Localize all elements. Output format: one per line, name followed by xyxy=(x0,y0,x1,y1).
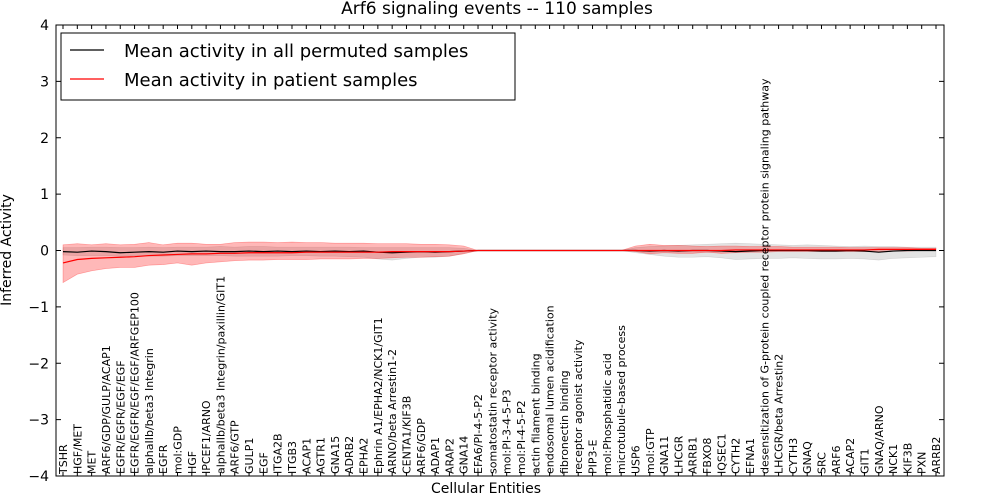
legend-label-permuted: Mean activity in all permuted samples xyxy=(124,41,468,62)
legend: Mean activity in all permuted samples Me… xyxy=(60,32,516,101)
x-category-label: EGFR/EGFR/EGF/EGF/ARFGEP100 xyxy=(129,292,142,474)
x-category-label: desensitization of G-protein coupled rec… xyxy=(758,78,771,474)
x-category-label: ADRB2 xyxy=(343,436,356,474)
x-category-label: receptor agonist activity xyxy=(572,339,585,474)
x-category-label: fibronectin binding xyxy=(558,370,571,474)
legend-box xyxy=(60,32,516,101)
line-layer xyxy=(62,248,936,264)
x-category-label: ARF6/GDP/GULP/ACAP1 xyxy=(100,345,113,474)
y-tick-label: −4 xyxy=(28,469,49,485)
x-category-label: ARRB1 xyxy=(687,437,700,474)
x-category-label: alphaIIb/beta3 Integrin xyxy=(143,348,156,474)
y-tick-label: 2 xyxy=(40,131,49,147)
x-category-label: GIT1 xyxy=(858,449,871,475)
y-tick-label: 4 xyxy=(40,18,49,34)
y-tick-label: −1 xyxy=(28,300,49,316)
x-category-label: MET xyxy=(86,451,99,474)
x-category-label: CYTH3 xyxy=(787,438,800,474)
x-category-label: FBXO8 xyxy=(701,438,714,474)
x-category-label: endosomal lumen acidification xyxy=(544,305,557,474)
x-category-label: USP6 xyxy=(629,445,642,474)
x-category-label: actin filament binding xyxy=(529,353,542,474)
x-category-label: ARNO/beta Arrestin1-2 xyxy=(386,349,399,474)
x-category-label: ACAP1 xyxy=(300,438,313,474)
x-axis-label: Cellular Entities xyxy=(431,481,541,497)
x-category-label: ARAP2 xyxy=(443,438,456,474)
x-category-label: PIP3-E xyxy=(587,440,600,474)
x-category-label: IQSEC1 xyxy=(715,433,728,474)
legend-label-patient: Mean activity in patient samples xyxy=(124,70,418,91)
x-category-label: ADAP1 xyxy=(429,437,442,474)
y-axis: −4 −3 −2 −1 0 1 2 3 4 xyxy=(28,18,944,485)
x-category-label: TSHR xyxy=(57,444,70,475)
permuted-band xyxy=(62,242,937,261)
x-category-label: EPHA2 xyxy=(358,438,371,474)
x-category-label: EFNA1 xyxy=(744,438,757,474)
x-category-label: IPCEF1/ARNO xyxy=(200,400,213,474)
x-category-label: ACAP2 xyxy=(844,438,857,474)
x-category-label: GNA11 xyxy=(658,436,671,474)
x-category-label: somatostatin receptor activity xyxy=(486,307,499,474)
x-category-label: GNAQ/ARNO xyxy=(873,405,886,474)
x-category-label: EFA6/PI-4-5-P2 xyxy=(472,394,485,474)
patient-mean-line xyxy=(62,248,936,264)
x-category-label: mol:Phosphatidic acid xyxy=(601,353,614,474)
x-category-label: microtubule-based process xyxy=(615,325,628,474)
x-category-label: ARF6 xyxy=(830,446,843,475)
x-category-label: ITGB3 xyxy=(286,441,299,474)
x-category-label: ARF6/GDP xyxy=(415,418,428,474)
y-tick-label: −2 xyxy=(28,356,49,372)
chart-title: Arf6 signaling events -- 110 samples xyxy=(341,0,653,19)
x-category-label: GNAQ xyxy=(801,441,814,474)
x-category-label: mol:PI-3-4-5-P3 xyxy=(501,389,514,474)
x-category-label: ARRB2 xyxy=(930,437,943,474)
x-category-label: CYTH2 xyxy=(730,438,743,474)
x-category-label: LHCGR xyxy=(672,435,685,474)
x-category-label: mol:GTP xyxy=(644,428,657,474)
x-category-label: AGTR1 xyxy=(315,437,328,474)
y-axis-label: Inferred Activity xyxy=(0,194,15,306)
x-category-label: mol:PI-4-5-P2 xyxy=(515,400,528,474)
x-category-label: EGFR xyxy=(157,444,170,474)
x-category-label: GNA15 xyxy=(329,436,342,474)
x-category-label: EGFR/EGFR/EGF/EGF xyxy=(114,360,127,474)
y-tick-label: 0 xyxy=(40,244,49,260)
x-category-label: KIF3B xyxy=(901,443,914,474)
x-category-label: Ephrin A1/EPHA2/NCK1/GIT1 xyxy=(372,317,385,474)
y-tick-label: 1 xyxy=(40,187,49,203)
x-category-label: alphaIIb/beta3 Integrin/paxillin/GIT1 xyxy=(214,276,227,474)
x-category-label: NCK1 xyxy=(887,444,900,474)
x-category-label: GNA14 xyxy=(458,436,471,474)
x-category-label: LHCGR/beta Arrestin2 xyxy=(773,354,786,474)
x-category-label: HGF xyxy=(186,451,199,474)
x-category-label: CENTA1/KIF3B xyxy=(400,396,413,474)
y-tick-label: −3 xyxy=(28,413,49,429)
x-category-label: ITGA2B xyxy=(272,433,285,474)
y-tick-label: 3 xyxy=(40,74,49,90)
x-category-label: PXN xyxy=(916,452,929,474)
x-category-label: EGF xyxy=(257,452,270,474)
x-category-label: mol:GDP xyxy=(171,426,184,474)
x-category-label: ARF6/GTP xyxy=(229,420,242,474)
x-category-label: HGF/MET xyxy=(71,424,84,474)
x-category-label: SRC xyxy=(816,452,829,474)
x-axis: TSHR HGF/MET MET ARF6/GDP/GULP/ACAP1 EGFR/EG… xyxy=(57,25,943,476)
x-category-label: GULP1 xyxy=(243,438,256,474)
